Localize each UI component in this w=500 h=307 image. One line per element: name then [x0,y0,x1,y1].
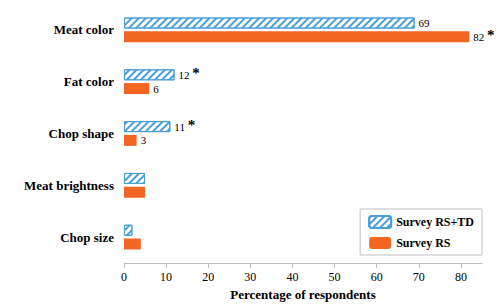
svg-text:Meat brightness: Meat brightness [24,178,114,193]
svg-text:Percentage of respondents: Percentage of respondents [230,287,375,302]
svg-text:11: 11 [174,121,185,133]
svg-text:Meat color: Meat color [54,22,115,37]
svg-text:0: 0 [121,270,127,284]
svg-text:70: 70 [413,270,425,284]
svg-text:Survey RS+TD: Survey RS+TD [396,215,474,229]
svg-text:*: * [188,117,196,133]
svg-text:Survey RS: Survey RS [396,236,451,250]
svg-text:69: 69 [419,17,431,29]
svg-text:*: * [192,65,200,81]
svg-text:12: 12 [179,69,190,81]
svg-text:6: 6 [153,83,159,95]
svg-text:60: 60 [371,270,383,284]
svg-text:30: 30 [244,270,256,284]
svg-text:20: 20 [202,270,214,284]
svg-text:Chop shape: Chop shape [49,126,115,141]
svg-text:40: 40 [286,270,298,284]
svg-text:82: 82 [473,31,484,43]
svg-text:Chop size: Chop size [60,230,114,245]
svg-text:*: * [487,27,495,43]
svg-text:80: 80 [455,270,467,284]
svg-text:50: 50 [329,270,341,284]
svg-text:10: 10 [160,270,172,284]
svg-text:3: 3 [141,134,147,146]
svg-text:Fat color: Fat color [64,74,114,89]
